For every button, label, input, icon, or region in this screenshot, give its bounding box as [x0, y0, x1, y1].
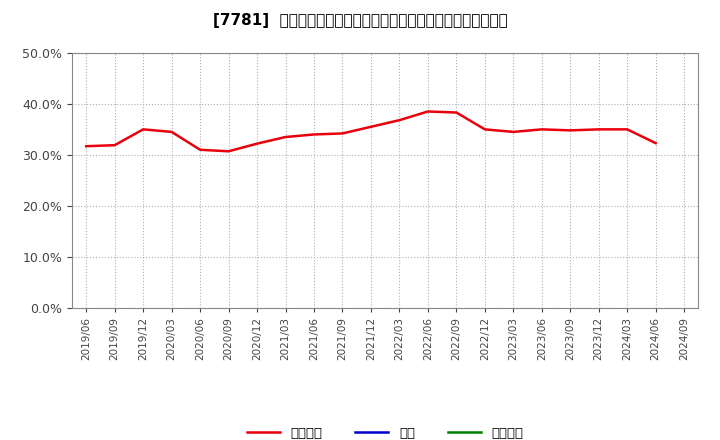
Legend: 売上債権, 在庫, 買入債務: 売上債権, 在庫, 買入債務	[242, 422, 528, 440]
売上債権	[225, 149, 233, 154]
売上債権	[139, 127, 148, 132]
売上債権	[82, 143, 91, 149]
売上債権	[395, 117, 404, 123]
Line: 売上債権: 売上債権	[86, 111, 656, 151]
売上債権	[652, 140, 660, 146]
売上債権	[623, 127, 631, 132]
売上債権	[310, 132, 318, 137]
売上債権	[423, 109, 432, 114]
売上債権	[196, 147, 204, 152]
売上債権	[253, 141, 261, 146]
売上債権	[167, 129, 176, 135]
売上債権	[537, 127, 546, 132]
売上債権	[366, 124, 375, 129]
売上債権	[282, 134, 290, 139]
Text: [7781]  売上債権、在庫、買入債務の総資産に対する比率の推移: [7781] 売上債権、在庫、買入債務の総資産に対する比率の推移	[212, 13, 508, 28]
売上債権	[452, 110, 461, 115]
売上債権	[566, 128, 575, 133]
売上債権	[595, 127, 603, 132]
売上債権	[480, 127, 489, 132]
売上債権	[509, 129, 518, 135]
売上債権	[338, 131, 347, 136]
売上債権	[110, 143, 119, 148]
